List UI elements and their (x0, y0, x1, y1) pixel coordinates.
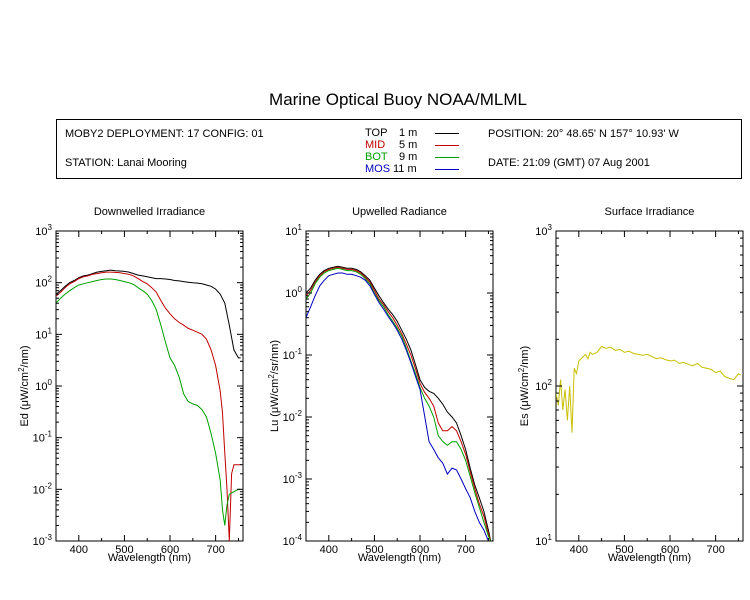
chart-panel-3: Surface Irradiance 101 102 103 400 500 600 700 W… (517, 206, 744, 564)
x-tick-label: 700 (456, 544, 474, 556)
y-tick-label: 10-2 (33, 481, 53, 496)
x-tick-label: 500 (365, 544, 383, 556)
y-tick-label: 103 (535, 223, 552, 238)
chart-panel-2: Upwelled Radiance 10-4 10-3 10-2 10-1 100 101 4… (267, 206, 494, 564)
legend-swatch (435, 133, 459, 134)
y-tick-label: 10-3 (33, 533, 53, 548)
x-tick-label: 400 (70, 544, 88, 556)
x-axis-label: Wavelength (nm) (108, 552, 191, 564)
date-text: DATE: 21:09 (GMT) 07 Aug 2001 (488, 157, 650, 169)
legend-depth: 5 m (399, 139, 418, 151)
legend-name: TOP (365, 127, 388, 139)
x-tick-label: 700 (706, 544, 724, 556)
y-tick-label: 10-3 (283, 471, 303, 486)
x-tick-label: 600 (661, 544, 679, 556)
y-tick-label: 102 (535, 378, 552, 393)
y-tick-label: 10-4 (283, 533, 303, 548)
chart-title: Downwelled Irradiance (94, 206, 205, 218)
y-axis-label: Es (μW/cm2/nm) (517, 346, 531, 426)
y-tick-label: 10-1 (33, 430, 53, 445)
legend-depth: 9 m (399, 151, 418, 163)
x-axis-label: Wavelength (nm) (608, 552, 691, 564)
legend-name: BOT (365, 151, 388, 163)
deployment-text: MOBY2 DEPLOYMENT: 17 CONFIG: 01 (65, 128, 264, 140)
series-line-1 (306, 265, 492, 541)
y-tick-label: 10-1 (283, 347, 303, 362)
x-tick-label: 700 (206, 544, 224, 556)
x-tick-label: 600 (411, 544, 429, 556)
y-axis-label: Lu (μW/cm2/sr/nm) (267, 340, 281, 432)
legend-name: MID (365, 139, 386, 151)
legend-swatch (435, 157, 459, 158)
y-tick-label: 102 (35, 275, 52, 290)
legend-swatch (435, 169, 459, 170)
series-line-2 (306, 266, 492, 541)
legend-name: MOS (365, 163, 391, 175)
series-line-1 (56, 269, 241, 359)
y-tick-label: 101 (35, 326, 52, 341)
x-axis-label: Wavelength (nm) (358, 552, 441, 564)
legend-depth: 11 m (393, 163, 417, 175)
x-tick-label: 400 (320, 544, 338, 556)
plot-frame (305, 230, 494, 542)
plot-frame (555, 230, 744, 542)
info-panel: MOBY2 DEPLOYMENT: 17 CONFIG: 01 STATION:… (56, 119, 742, 179)
x-tick-label: 500 (615, 544, 633, 556)
y-tick-label: 10-2 (283, 409, 303, 424)
chart-panel-1: Downwelled Irradiance 10-3 10-2 10-1 100 101 1… (17, 206, 244, 564)
chart-title: Upwelled Radiance (352, 206, 447, 218)
y-tick-label: 101 (285, 223, 302, 238)
series-line-4 (306, 272, 491, 541)
y-tick-label: 100 (285, 285, 302, 300)
y-tick-label: 101 (535, 533, 552, 548)
x-tick-label: 400 (570, 544, 588, 556)
legend-depth: 1 m (399, 127, 418, 139)
legend-swatch (435, 145, 459, 146)
chart-title: Surface Irradiance (605, 206, 695, 218)
x-tick-label: 600 (161, 544, 179, 556)
series-line-3 (306, 267, 492, 541)
series-line-2 (56, 271, 241, 541)
y-axis-label: Ed (μW/cm2/nm) (17, 345, 31, 426)
station-text: STATION: Lanai Mooring (65, 157, 187, 169)
y-tick-label: 100 (35, 378, 52, 393)
series-line-3 (56, 278, 241, 526)
position-text: POSITION: 20° 48.65' N 157° 10.93' W (488, 128, 679, 140)
page-title: Marine Optical Buoy NOAA/MLML (269, 90, 527, 109)
x-tick-label: 500 (115, 544, 133, 556)
y-tick-label: 103 (35, 223, 52, 238)
series-line-1 (556, 345, 741, 433)
